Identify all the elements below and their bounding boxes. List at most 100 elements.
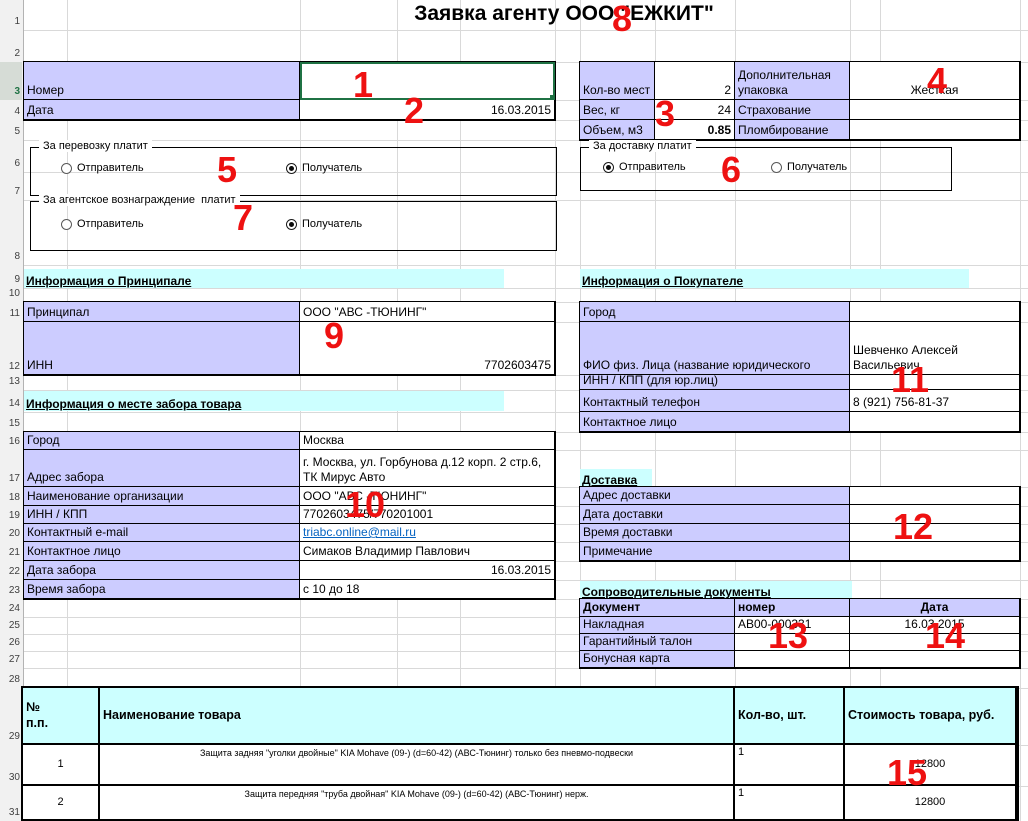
row-header-5[interactable]: 5 [14, 126, 20, 137]
fill-handle[interactable] [549, 94, 553, 98]
row-header-4[interactable]: 4 [14, 106, 20, 117]
row-header-column[interactable]: 1 2 3 4 5 6 7 8 9 10 11 12 13 14 15 16 17 18 19 20 21 22 23 24 2… [0, 0, 24, 821]
cell-doc-date-1[interactable] [850, 634, 1020, 651]
row-header-1[interactable]: 1 [14, 16, 20, 27]
row-header-26[interactable]: 26 [8, 637, 20, 648]
row-header-21[interactable]: 21 [8, 547, 20, 558]
cell-pickup-5[interactable]: Симаков Владимир Павлович [300, 542, 555, 561]
cell-buyer-0[interactable] [850, 302, 1020, 322]
gridline [23, 200, 1028, 201]
radio-option-otpravitel[interactable]: Отправитель [61, 162, 144, 174]
cell-pickup-1[interactable]: г. Москва, ул. Горбунова д.12 корп. 2 ст… [300, 450, 555, 487]
row-header-17[interactable]: 17 [8, 473, 20, 484]
cell-doc-date-0[interactable]: 16.03.2015 [850, 617, 1020, 634]
label-buyer-3: Контактный телефон [580, 390, 850, 412]
gridline [1020, 0, 1021, 821]
cell-strahovanie[interactable] [850, 100, 1020, 120]
cell-principal[interactable]: ООО "АВС -ТЮНИНГ" [300, 302, 555, 322]
payer-group-title: За агентское вознаграждение платит [39, 194, 240, 206]
row-header-12[interactable]: 12 [8, 361, 20, 372]
item-price-0[interactable]: 12800 [845, 745, 1017, 786]
row-header-18[interactable]: 18 [8, 492, 20, 503]
cell-doc-number-0[interactable]: АВ00-000331 [735, 617, 850, 634]
row-header-6[interactable]: 6 [14, 158, 20, 169]
row-header-8[interactable]: 8 [14, 251, 20, 262]
radio-option-poluchatel[interactable]: Получатель [286, 162, 362, 174]
radio-option-poluchatel[interactable]: Получатель [286, 218, 362, 230]
cell-doc-number-2[interactable] [735, 651, 850, 668]
items-col-qty: Кол-во, шт. [735, 688, 845, 745]
table-buyer: Город ФИО физ. Лица (название юридическог… [579, 301, 1021, 433]
cell-pickup-7[interactable]: с 10 до 18 [300, 580, 555, 599]
cell-pickup-2[interactable]: ООО "АВС -ТЮНИНГ" [300, 487, 555, 506]
cell-delivery-3[interactable] [850, 542, 1020, 561]
cell-inn[interactable]: 7702603475 [300, 322, 555, 375]
gridline [23, 668, 1028, 669]
cell-delivery-2[interactable] [850, 524, 1020, 542]
cell-buyer-3[interactable]: 8 (921) 756-81-37 [850, 390, 1020, 412]
item-price-1[interactable]: 12800 [845, 786, 1017, 821]
cell-plombirovanie[interactable] [850, 120, 1020, 140]
cell-buyer-4[interactable] [850, 412, 1020, 432]
row-header-15[interactable]: 15 [8, 418, 20, 429]
cell-dop-upakovka[interactable]: Жесткая [850, 62, 1020, 100]
row-header-22[interactable]: 22 [8, 566, 20, 577]
table-principal: Принципал ООО "АВС -ТЮНИНГ" ИНН 7702603475 [23, 301, 556, 376]
section-pickup: Информация о месте забора товара [24, 391, 504, 411]
cell-pickup-3[interactable]: 7702603475/770201001 [300, 506, 555, 524]
cell-doc-number-1[interactable] [735, 634, 850, 651]
cell-pickup-6[interactable]: 16.03.2015 [300, 561, 555, 580]
cell-data-value[interactable]: 16.03.2015 [300, 100, 555, 120]
row-header-14[interactable]: 14 [8, 398, 20, 409]
row-header-16[interactable]: 16 [8, 436, 20, 447]
row-header-11[interactable]: 11 [9, 308, 20, 319]
cell-ves[interactable]: 24 [655, 100, 735, 120]
cell-doc-date-2[interactable] [850, 651, 1020, 668]
cell-nomer-value[interactable] [300, 62, 555, 100]
row-header-3[interactable]: 3 [14, 86, 20, 97]
cell-obem[interactable]: 0.85 [655, 120, 735, 140]
row-header-24[interactable]: 24 [8, 603, 20, 614]
row-header-2[interactable]: 2 [14, 48, 20, 59]
row-header-30[interactable]: 30 [8, 772, 20, 783]
section-documents: Сопроводительные документы [580, 581, 852, 599]
label-buyer-4: Контактное лицо [580, 412, 850, 432]
row-header-28[interactable]: 28 [8, 674, 20, 685]
item-qty-1[interactable]: 1 [735, 786, 845, 821]
item-qty-0[interactable]: 1 [735, 745, 845, 786]
item-name-0[interactable]: Защита задняя "уголки двойные" KIA Mohav… [100, 745, 735, 786]
row-header-19[interactable]: 19 [8, 510, 20, 521]
radio-option-otpravitel[interactable]: Отправитель [603, 161, 686, 173]
label-pickup-5: Контактное лицо [24, 542, 300, 561]
cell-buyer-1[interactable]: Шевченко Алексей Васильевич [850, 322, 1020, 375]
item-num-0[interactable]: 1 [23, 745, 100, 786]
row-header-10[interactable]: 10 [8, 288, 20, 299]
label-buyer-2: ИНН / КПП (для юр.лиц) [580, 375, 850, 390]
cell-buyer-2[interactable] [850, 375, 1020, 390]
row-header-25[interactable]: 25 [8, 620, 20, 631]
cell-delivery-1[interactable] [850, 505, 1020, 524]
label-delivery-1: Дата доставки [580, 505, 850, 524]
row-header-9[interactable]: 9 [14, 274, 20, 285]
gridline [23, 140, 1028, 141]
row-header-23[interactable]: 23 [8, 585, 20, 596]
cell-pickup-0[interactable]: Москва [300, 432, 555, 450]
gridline [23, 617, 1028, 618]
item-num-1[interactable]: 2 [23, 786, 100, 821]
cell-delivery-0[interactable] [850, 487, 1020, 505]
gridline [23, 599, 1028, 600]
email-link[interactable]: triabc.online@mail.ru [300, 524, 555, 542]
row-header-31[interactable]: 31 [8, 807, 20, 818]
row-header-29[interactable]: 29 [8, 731, 20, 742]
row-header-27[interactable]: 27 [8, 654, 20, 665]
row-header-20[interactable]: 20 [8, 528, 20, 539]
label-strahovanie: Страхование [735, 100, 850, 120]
row-header-7[interactable]: 7 [14, 186, 20, 197]
item-name-1[interactable]: Защита передняя "труба двойная" KIA Moha… [100, 786, 735, 821]
cell-kolvo-mest[interactable]: 2 [655, 62, 735, 100]
gridline [555, 0, 556, 821]
payer-group-1: За доставку платит Отправитель Получатель [580, 140, 952, 191]
radio-option-poluchatel[interactable]: Получатель [771, 161, 847, 173]
radio-option-otpravitel[interactable]: Отправитель [61, 218, 144, 230]
row-header-13[interactable]: 13 [8, 376, 20, 387]
